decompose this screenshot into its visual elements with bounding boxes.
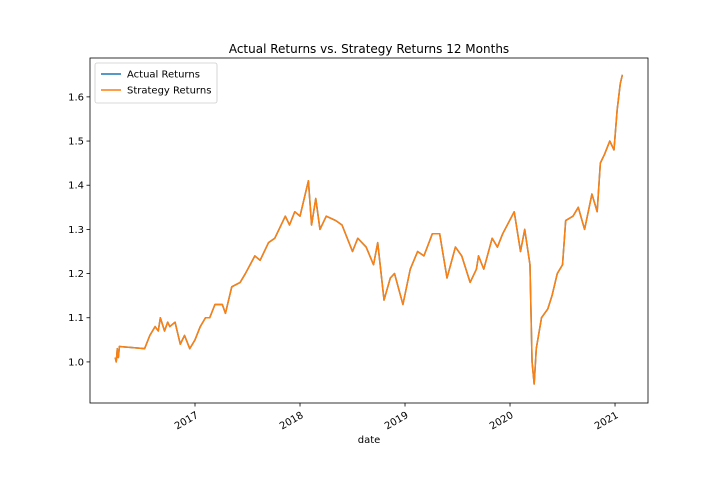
- y-tick-label: 1.6: [68, 92, 84, 103]
- y-tick-label: 1.2: [68, 269, 84, 280]
- y-tick-label: 1.1: [68, 313, 84, 324]
- legend-label: Strategy Returns: [127, 86, 211, 97]
- legend-label: Actual Returns: [127, 70, 200, 81]
- line-series: [114, 74, 624, 385]
- y-tick-label: 1.0: [68, 357, 84, 368]
- y-tick-label: 1.3: [68, 225, 84, 236]
- y-tick-label: 1.4: [68, 181, 84, 192]
- x-axis-label: date: [358, 435, 381, 446]
- chart-title: Actual Returns vs. Strategy Returns 12 M…: [229, 42, 509, 56]
- y-tick-label: 1.5: [68, 137, 84, 148]
- axes-frame: [89, 57, 649, 404]
- legend-box: [94, 62, 218, 104]
